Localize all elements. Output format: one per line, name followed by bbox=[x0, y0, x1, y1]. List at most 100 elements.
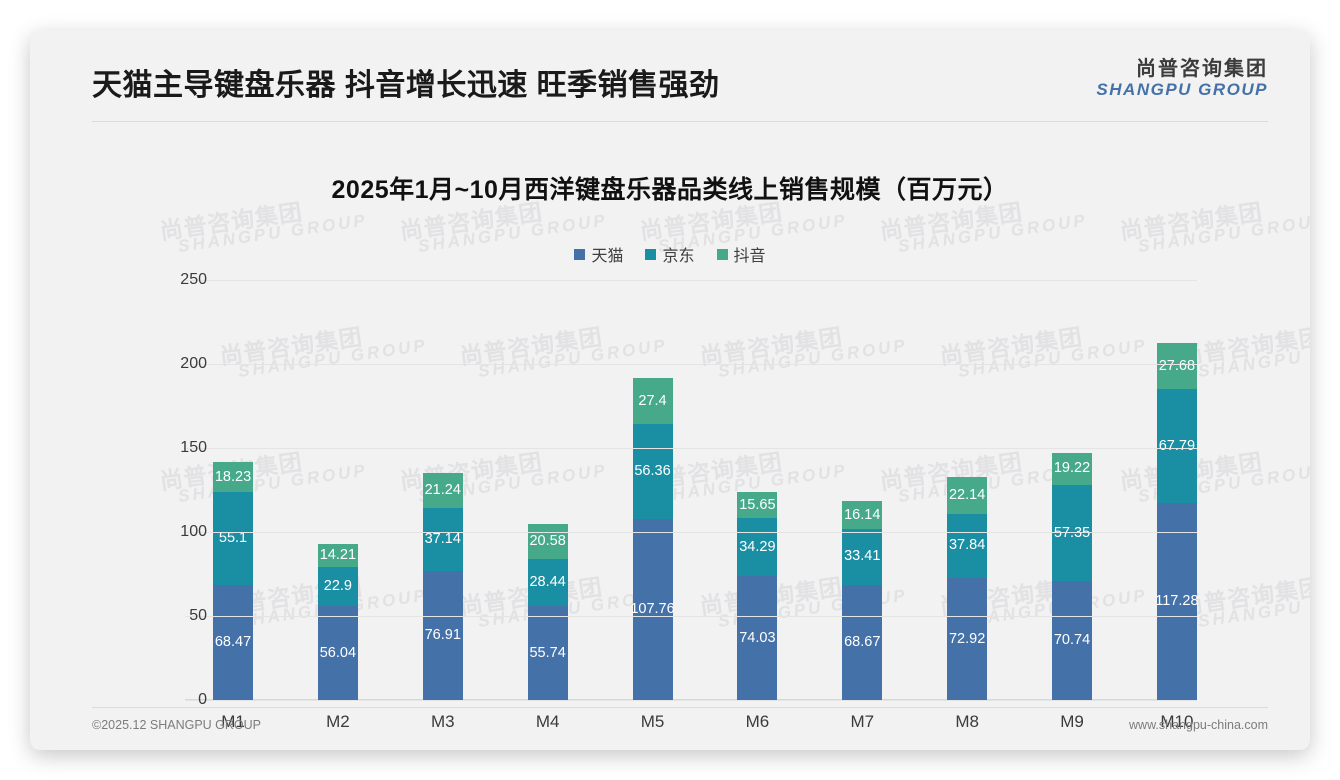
bar-segment-抖音[interactable]: 20.58 bbox=[527, 524, 568, 559]
bar-segment-天猫[interactable]: 107.76 bbox=[630, 518, 675, 700]
page-title: 天猫主导键盘乐器 抖音增长迅速 旺季销售强劲 bbox=[92, 69, 720, 102]
bar-segment-京东[interactable]: 22.9 bbox=[317, 567, 358, 606]
bar-segment-京东[interactable]: 57.35 bbox=[1052, 484, 1092, 582]
gridline bbox=[185, 616, 1197, 617]
x-axis-tick-label: M6 bbox=[745, 712, 770, 731]
bar-value-label: 18.23 bbox=[214, 468, 252, 485]
legend-swatch-icon bbox=[716, 248, 728, 260]
legend-item-抖音[interactable]: 抖音 bbox=[716, 242, 766, 266]
bar-value-label: 15.65 bbox=[739, 496, 776, 513]
bar-segment-京东[interactable]: 37.84 bbox=[947, 513, 988, 578]
gridline bbox=[185, 364, 1197, 365]
bar-value-label: 14.21 bbox=[319, 547, 357, 564]
bar-value-label: 67.79 bbox=[1158, 437, 1196, 454]
bar-value-label: 22.9 bbox=[323, 578, 352, 595]
gridline bbox=[185, 700, 1197, 701]
bar-segment-京东[interactable]: 34.29 bbox=[737, 518, 778, 576]
bar-segment-京东[interactable]: 56.36 bbox=[632, 424, 673, 519]
legend-item-京东[interactable]: 京东 bbox=[645, 242, 695, 266]
footer-website[interactable]: www.shangpu-china.com bbox=[1129, 718, 1268, 732]
bar-group-M8[interactable]: 22.14 37.84 72.92 M8 bbox=[947, 280, 988, 731]
bar-value-label: 19.22 bbox=[1053, 460, 1091, 477]
bar-value-label: 68.67 bbox=[844, 634, 881, 651]
bar-group-M6[interactable]: 15.65 34.29 74.03 M6 bbox=[737, 280, 778, 731]
bar-group-M10[interactable]: 27.68 67.79 117.28 M10 bbox=[1155, 280, 1199, 731]
y-axis-tick-label: 150 bbox=[180, 439, 207, 456]
logo-english-text: SHANGPU GROUP bbox=[1096, 80, 1268, 100]
bar-value-label: 37.84 bbox=[948, 537, 986, 554]
bar-segment-抖音[interactable]: 27.4 bbox=[632, 378, 673, 425]
bar-segment-京东[interactable]: 37.14 bbox=[422, 508, 463, 571]
bar-segment-京东[interactable]: 33.41 bbox=[842, 528, 883, 585]
legend-label: 天猫 bbox=[591, 248, 624, 265]
chart-title: 2025年1月~10月西洋键盘乐器品类线上销售规模（百万元） bbox=[331, 176, 1009, 204]
x-axis-line bbox=[185, 699, 1197, 700]
x-axis-tick-label: M1 bbox=[221, 712, 245, 731]
bar-segment-天猫[interactable]: 74.03 bbox=[737, 575, 778, 700]
bar-segment-天猫[interactable]: 68.47 bbox=[213, 584, 253, 700]
bar-segment-抖音[interactable]: 22.14 bbox=[947, 476, 988, 514]
bar-value-label: 27.68 bbox=[1158, 357, 1196, 374]
bar-segment-抖音[interactable]: 16.14 bbox=[842, 501, 883, 529]
x-axis-tick-label: M2 bbox=[326, 712, 350, 731]
bar-group-M2[interactable]: 14.21 22.9 56.04 M2 bbox=[317, 280, 358, 731]
bar-segment-京东[interactable]: 67.79 bbox=[1156, 389, 1197, 503]
gridline bbox=[185, 280, 1197, 281]
bar-segment-抖音[interactable]: 14.21 bbox=[317, 543, 358, 568]
bar-value-label: 72.92 bbox=[948, 630, 986, 647]
legend-swatch-icon bbox=[574, 248, 586, 260]
footer-divider bbox=[92, 707, 1268, 708]
bar-segment-天猫[interactable]: 72.92 bbox=[947, 577, 988, 700]
bar-group-M7[interactable]: 16.14 33.41 68.67 M7 bbox=[842, 280, 883, 731]
legend-swatch-icon bbox=[645, 248, 657, 260]
bar-segment-天猫[interactable]: 68.67 bbox=[842, 584, 883, 700]
bar-value-label: 68.47 bbox=[214, 634, 252, 651]
y-axis-tick-label: 250 bbox=[180, 271, 207, 288]
legend-label: 抖音 bbox=[733, 248, 766, 265]
bar-segment-抖音[interactable]: 18.23 bbox=[213, 461, 253, 493]
x-axis-tick-label: M8 bbox=[955, 712, 979, 731]
slide-canvas: 尚普咨询集团 SHANGPU GROUP 尚普咨询集团 SHANGPU GROUP 尚普… bbox=[30, 30, 1310, 750]
bar-value-label: 57.35 bbox=[1053, 524, 1091, 541]
bar-group-M3[interactable]: 21.24 37.14 76.91 M3 bbox=[422, 280, 463, 731]
company-logo: 尚普咨询集团 SHANGPU GROUP bbox=[1096, 58, 1268, 99]
bar-value-label: 22.14 bbox=[948, 487, 986, 504]
bar-segment-天猫[interactable]: 117.28 bbox=[1155, 502, 1199, 700]
bar-segment-天猫[interactable]: 56.04 bbox=[317, 605, 358, 700]
bar-group-M1[interactable]: 18.23 55.1 68.47 M1 bbox=[213, 280, 253, 731]
bar-segment-京东[interactable]: 55.1 bbox=[213, 492, 253, 585]
bar-value-label: 117.28 bbox=[1155, 593, 1199, 610]
bar-segment-抖音[interactable]: 15.65 bbox=[737, 491, 778, 519]
bar-series-container: 18.23 55.1 68.47 M1 14.21 22.9 56.04 M2 21.24 37.… bbox=[213, 280, 1199, 731]
bar-value-label: 56.04 bbox=[319, 644, 357, 661]
bar-value-label: 37.14 bbox=[424, 531, 461, 548]
bar-value-label: 56.36 bbox=[634, 463, 671, 480]
bar-value-label: 55.74 bbox=[529, 644, 566, 661]
bar-value-label: 74.03 bbox=[739, 629, 776, 646]
bar-segment-抖音[interactable]: 21.24 bbox=[422, 472, 463, 509]
bar-value-label: 76.91 bbox=[424, 627, 461, 644]
bar-segment-天猫[interactable]: 55.74 bbox=[527, 606, 568, 700]
x-axis-tick-label: M5 bbox=[640, 712, 665, 731]
bar-value-label: 28.44 bbox=[529, 574, 566, 591]
bar-group-M9[interactable]: 19.22 57.35 70.74 M9 bbox=[1052, 280, 1092, 731]
legend-item-天猫[interactable]: 天猫 bbox=[574, 242, 623, 266]
bar-value-label: 16.14 bbox=[844, 506, 881, 523]
bar-value-label: 107.76 bbox=[630, 601, 675, 618]
x-axis-tick-label: M4 bbox=[535, 712, 560, 731]
bar-segment-京东[interactable]: 28.44 bbox=[527, 558, 568, 607]
bar-group-M5[interactable]: 27.4 56.36 107.76 M5 bbox=[630, 280, 675, 731]
bar-value-label: 21.24 bbox=[424, 482, 461, 499]
bar-segment-天猫[interactable]: 70.74 bbox=[1052, 581, 1092, 700]
logo-chinese-text: 尚普咨询集团 bbox=[1136, 58, 1268, 80]
bar-segment-抖音[interactable]: 27.68 bbox=[1156, 342, 1197, 390]
bar-group-M4[interactable]: 20.58 28.44 55.74 M4 bbox=[527, 280, 568, 731]
bar-segment-天猫[interactable]: 76.91 bbox=[422, 570, 463, 700]
bar-value-label: 20.58 bbox=[529, 533, 566, 550]
gridline bbox=[185, 532, 1197, 533]
x-axis-tick-label: M10 bbox=[1160, 712, 1194, 731]
footer-copyright: ©2025.12 SHANGPU GROUP bbox=[92, 718, 261, 732]
bar-value-label: 27.4 bbox=[638, 393, 667, 410]
bar-segment-抖音[interactable]: 19.22 bbox=[1052, 452, 1092, 485]
bar-value-label: 70.74 bbox=[1053, 632, 1091, 649]
